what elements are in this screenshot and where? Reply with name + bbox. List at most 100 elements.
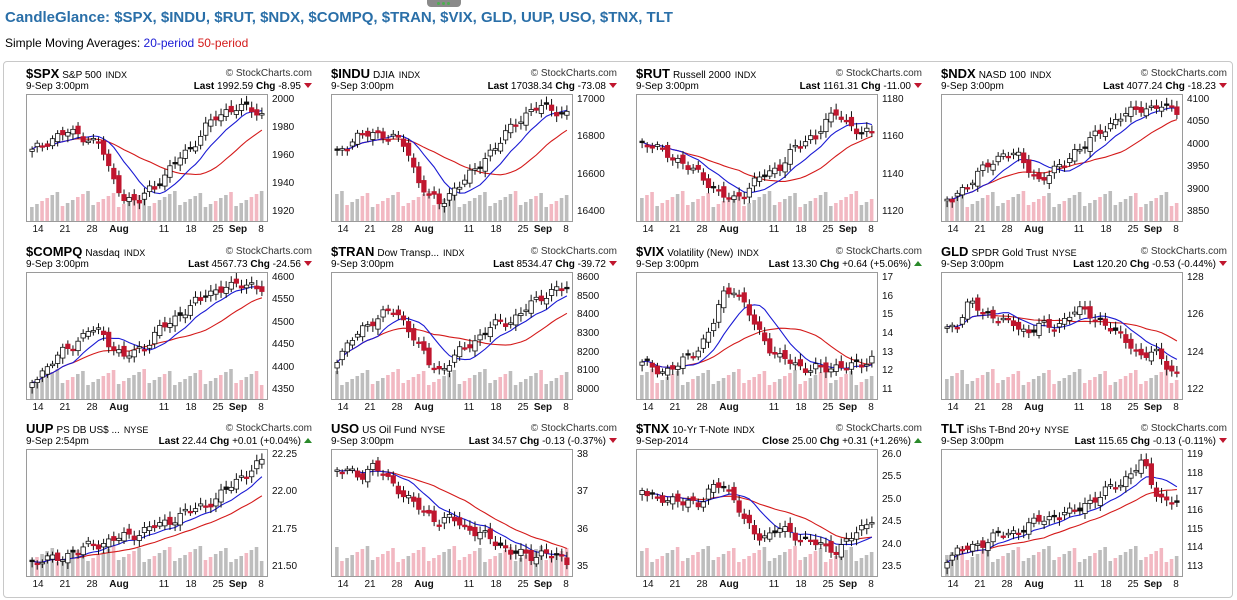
change-value: -0.13 (-0.37%)	[542, 436, 606, 447]
x-tick-label: 8	[868, 402, 874, 413]
candlestick-chart[interactable]	[26, 272, 268, 400]
chart-symbol[interactable]: $INDU DJIA INDX	[331, 66, 420, 81]
x-tick-label: 28	[391, 402, 403, 413]
x-tick-label: 25	[822, 402, 834, 413]
y-tick-label: 14	[882, 328, 894, 339]
chart-cell[interactable]: $NDX NASD 100 INDX © StockCharts.com 9-Sep 3…	[941, 66, 1237, 243]
chart-symbol[interactable]: GLD SPDR Gold Trust NYSE	[941, 244, 1077, 259]
price-label: Last	[768, 259, 790, 270]
chart-symbol[interactable]: $RUT Russell 2000 INDX	[636, 66, 756, 81]
x-tick-label: 11	[158, 224, 170, 235]
chart-symbol[interactable]: $TNX 10-Yr T-Note INDX	[636, 421, 755, 436]
chart-values: Last 8534.47 Chg -39.72	[493, 259, 617, 270]
x-tick-label: Aug	[109, 224, 129, 235]
chart-symbol[interactable]: USO US Oil Fund NYSE	[331, 421, 445, 436]
candlestick-chart[interactable]	[331, 449, 573, 577]
chart-cell[interactable]: $TRAN Dow Transp... INDX © StockCharts.com 9…	[331, 244, 631, 421]
y-tick-label: 117	[1187, 486, 1203, 498]
change-label: Chg	[555, 81, 575, 92]
chart-symbol[interactable]: $VIX Volatility (New) INDX	[636, 244, 759, 259]
chart-canvas	[639, 282, 875, 399]
drag-handle[interactable]	[427, 0, 461, 7]
price-value: 115.65	[1097, 436, 1128, 447]
candlestick-chart[interactable]	[636, 94, 878, 222]
price-value: 1992.59	[217, 81, 254, 92]
chart-cell[interactable]: $VIX Volatility (New) INDX © StockCharts.co…	[636, 244, 936, 421]
chart-symbol[interactable]: UUP PS DB US$ ... NYSE	[26, 421, 148, 436]
page-title[interactable]: CandleGlance: $SPX, $INDU, $RUT, $NDX, $…	[5, 9, 673, 26]
y-tick-label: 37	[577, 486, 589, 498]
chart-name: Volatility (New)	[667, 248, 734, 259]
y-tick-label: 16800	[577, 131, 605, 143]
chart-name: DJIA	[373, 70, 395, 81]
y-tick-label: 35	[577, 561, 589, 572]
chart-canvas	[29, 453, 265, 576]
x-tick-label: Sep	[838, 579, 858, 590]
chart-cell[interactable]: USO US Oil Fund NYSE © StockCharts.com 9-Sep…	[331, 421, 631, 598]
chart-cell[interactable]: $TNX 10-Yr T-Note INDX © StockCharts.com 9-S…	[636, 421, 936, 598]
handle-dot	[442, 2, 445, 5]
x-tick-label: 25	[517, 224, 529, 235]
y-tick-label: 8400	[577, 309, 600, 321]
y-tick-label: 12	[882, 365, 894, 377]
chart-header: $RUT Russell 2000 INDX © StockCharts.com	[636, 66, 936, 82]
change-value: -0.13 (-0.11%)	[1152, 436, 1216, 447]
triangle-down-icon	[609, 83, 617, 88]
x-tick-label: 11	[463, 579, 475, 590]
chart-canvas	[29, 273, 265, 399]
x-tick-label: 11	[1073, 579, 1085, 590]
chart-symbol[interactable]: $NDX NASD 100 INDX	[941, 66, 1051, 81]
x-tick-label: 14	[642, 402, 654, 413]
candlestick-chart[interactable]	[941, 94, 1183, 222]
candlestick-chart[interactable]	[331, 94, 573, 222]
sma-legend-label: Simple Moving Averages:	[5, 36, 141, 50]
candlestick-chart[interactable]	[636, 272, 878, 400]
chart-cell[interactable]: $INDU DJIA INDX © StockCharts.com 9-Sep 3:00…	[331, 66, 631, 243]
x-tick-label: 11	[768, 224, 780, 235]
handle-dot	[437, 2, 440, 5]
y-tick-label: 23.5	[882, 561, 902, 572]
candlestick-chart[interactable]	[331, 272, 573, 400]
chart-symbol[interactable]: $TRAN Dow Transp... INDX	[331, 244, 465, 259]
x-tick-label: 18	[795, 402, 807, 413]
candlestick-chart[interactable]	[26, 94, 268, 222]
chart-cell[interactable]: $COMPQ Nasdaq INDX © StockCharts.com 9-Sep 3…	[26, 244, 326, 421]
chart-symbol[interactable]: $SPX S&P 500 INDX	[26, 66, 127, 81]
chart-cell[interactable]: $RUT Russell 2000 INDX © StockCharts.com 9-S…	[636, 66, 936, 243]
x-tick-label: Aug	[414, 579, 434, 590]
y-tick-label: 21.50	[272, 561, 298, 572]
chart-cell[interactable]: GLD SPDR Gold Trust NYSE © StockCharts.com 9…	[941, 244, 1237, 421]
change-label: Chg	[255, 81, 276, 92]
candlestick-chart[interactable]	[941, 449, 1183, 577]
x-tick-label: 28	[696, 402, 708, 413]
chart-canvas	[639, 103, 875, 221]
chart-name: SPDR Gold Trust	[971, 248, 1049, 259]
chart-subheader: 9-Sep 3:00pm Last 1161.31 Chg -11.00	[636, 81, 936, 93]
chart-cell[interactable]: UUP PS DB US$ ... NYSE © StockCharts.com 9-S…	[26, 421, 326, 598]
chart-date: 9-Sep 3:00pm	[26, 81, 89, 92]
candlestick-chart[interactable]	[26, 449, 268, 577]
chart-symbol[interactable]: TLT iShs T-Bnd 20+y NYSE	[941, 421, 1069, 436]
chart-name: Russell 2000	[672, 70, 731, 81]
y-tick-label: 4350	[272, 384, 295, 395]
x-tick-label: Aug	[719, 224, 739, 235]
chart-name: PS DB US$ ...	[56, 425, 120, 436]
y-axis: 17000 16800 16600 16400	[577, 94, 627, 222]
candlestick-chart[interactable]	[636, 449, 878, 577]
x-axis: 14 21 28 Aug 11 18 25 Sep 8	[331, 224, 573, 238]
brand-label: © StockCharts.com	[835, 246, 922, 257]
symbol-text: $VIX	[636, 244, 665, 259]
candlestick-chart[interactable]	[941, 272, 1183, 400]
x-tick-label: 8	[868, 579, 874, 590]
x-tick-label: 8	[563, 579, 569, 590]
y-tick-label: 16400	[577, 206, 605, 217]
x-tick-label: 14	[337, 224, 349, 235]
chart-symbol[interactable]: $COMPQ Nasdaq INDX	[26, 244, 145, 259]
y-tick-label: 11	[882, 384, 893, 395]
y-axis: 8600 8500 8400 8300 8200 8100 8000	[577, 272, 627, 400]
brand-label: © StockCharts.com	[835, 68, 922, 79]
y-tick-label: 4500	[272, 316, 295, 328]
chart-cell[interactable]: TLT iShs T-Bnd 20+y NYSE © StockCharts.com 9…	[941, 421, 1237, 598]
change-value: -11.00	[883, 81, 911, 92]
chart-cell[interactable]: $SPX S&P 500 INDX © StockCharts.com 9-Sep 3:…	[26, 66, 326, 243]
